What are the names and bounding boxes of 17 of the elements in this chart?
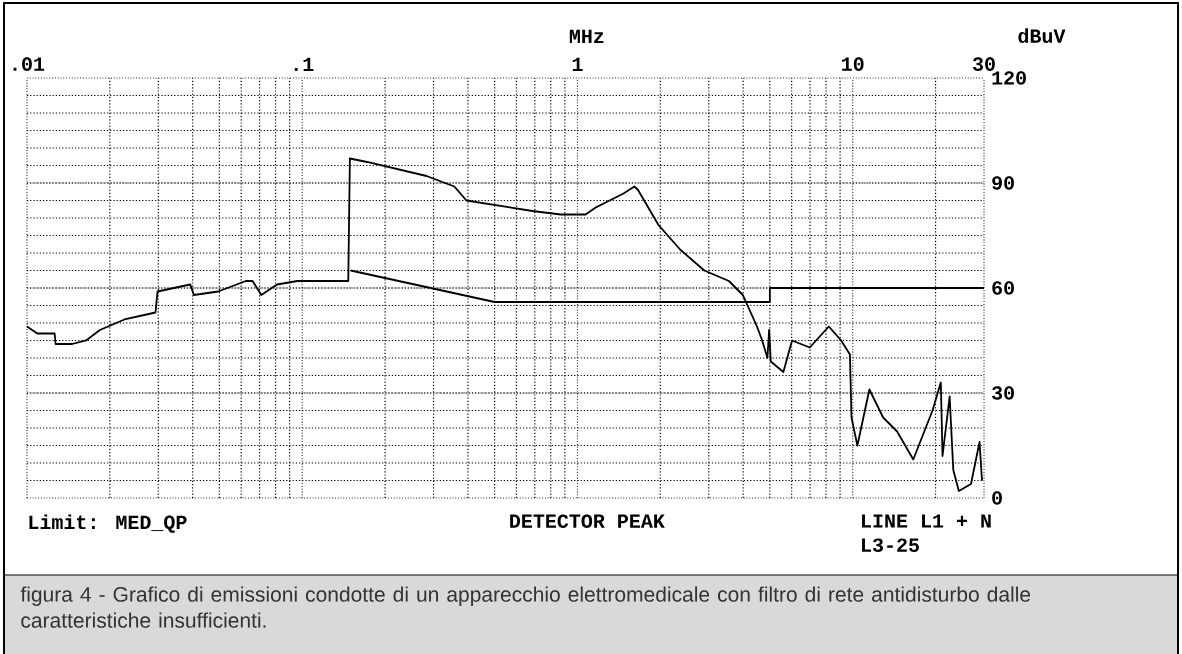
y-tick-label: 0	[992, 491, 1002, 505]
x-tick-label: 30	[972, 57, 995, 71]
text: figura 4 - Grafico di emissioni condotte di un apparecchio elettromedicale con filtro di rete antidisturbo dalle caratteristiche insufficienti.	[20, 586, 1031, 628]
x-tick-label: 10	[842, 57, 864, 71]
text: L3-25	[862, 538, 919, 552]
x-tick-label: .1	[294, 57, 314, 71]
text: DETECTOR PEAK	[510, 514, 665, 528]
x-tick-label: 1	[572, 57, 583, 71]
text: Limit: MED_QP	[29, 514, 187, 533]
text: LINE L1 + N	[862, 514, 991, 528]
y-tick-label: 120	[992, 71, 1026, 85]
y-tick-label: 30	[991, 386, 1014, 400]
y-tick-label: 90	[992, 176, 1014, 190]
y-tick-label: 60	[992, 281, 1014, 295]
x-tick-label: .01	[13, 57, 45, 71]
x-axis-title: MHz	[569, 29, 604, 43]
y-axis-title: dBuV	[1018, 28, 1066, 43]
